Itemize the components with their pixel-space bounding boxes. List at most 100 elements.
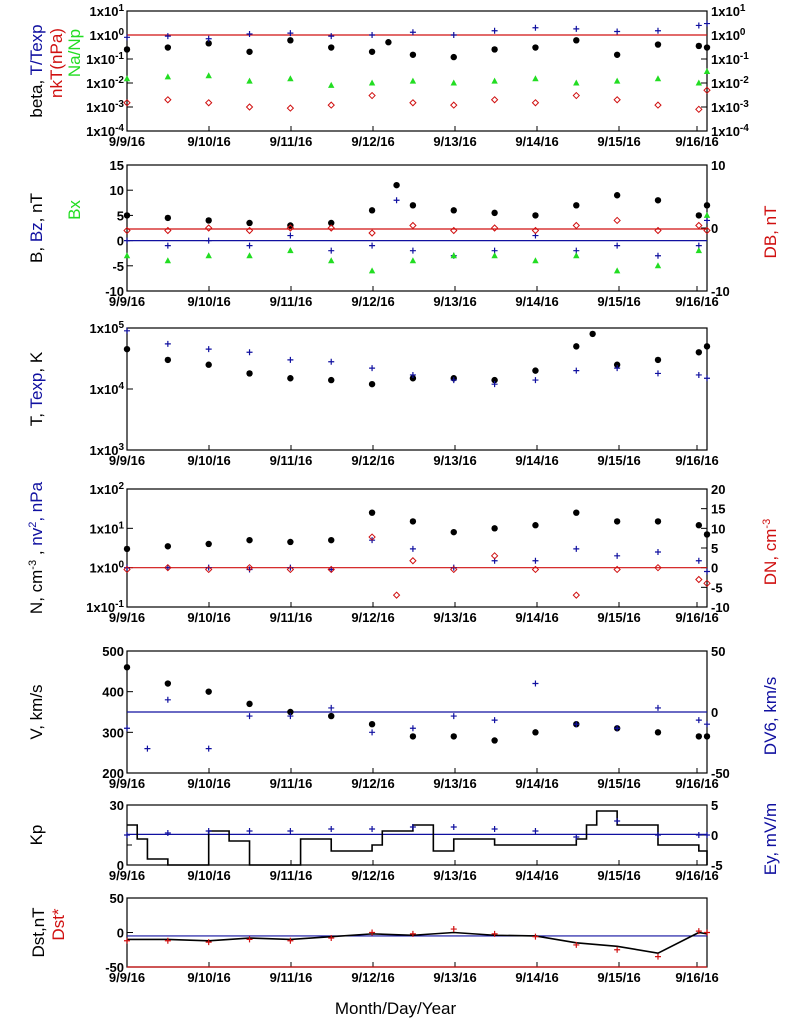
data-point bbox=[328, 219, 335, 227]
panel-7: -50 0 50 9/9/16 9/10/16 9/11/16 9/12/16 9/13/16… bbox=[29, 891, 719, 985]
data-point bbox=[614, 552, 621, 559]
y2-tick-label: -10 bbox=[711, 600, 730, 615]
y2-tick-label: 15 bbox=[711, 502, 725, 517]
y-tick-label: 1x10-2 bbox=[86, 75, 124, 91]
series-4 bbox=[123, 86, 711, 114]
data-point bbox=[369, 729, 376, 736]
data-point bbox=[368, 48, 376, 55]
data-point bbox=[205, 564, 212, 571]
data-point bbox=[205, 252, 212, 259]
data-point bbox=[703, 211, 711, 218]
data-point bbox=[246, 828, 253, 834]
data-point bbox=[654, 953, 661, 960]
x-tick-label: 9/15/16 bbox=[597, 868, 640, 883]
data-point bbox=[124, 237, 130, 244]
data-point bbox=[287, 375, 294, 382]
x-tick-label: 9/9/16 bbox=[109, 970, 145, 985]
data-point bbox=[164, 33, 171, 40]
y2-tick-label: -50 bbox=[711, 766, 730, 781]
data-point bbox=[368, 229, 376, 237]
data-point bbox=[695, 42, 703, 50]
data-point bbox=[368, 91, 376, 100]
x-tick-label: 9/9/16 bbox=[109, 868, 145, 883]
data-point bbox=[328, 257, 335, 264]
data-point bbox=[123, 545, 131, 553]
data-point bbox=[614, 242, 621, 249]
data-point bbox=[703, 68, 711, 75]
data-point bbox=[368, 79, 376, 86]
data-point bbox=[246, 219, 253, 227]
data-point bbox=[328, 33, 335, 40]
data-point bbox=[613, 216, 621, 225]
data-point bbox=[123, 46, 131, 53]
data-point bbox=[491, 376, 498, 384]
y2-tick-label: -10 bbox=[711, 284, 730, 299]
data-point bbox=[369, 365, 376, 372]
series-1 bbox=[123, 664, 711, 744]
x-tick-label: 9/10/16 bbox=[187, 776, 230, 791]
y2-tick-label: 10 bbox=[711, 158, 725, 173]
x-tick-label: 9/15/16 bbox=[597, 294, 640, 309]
series-1 bbox=[123, 37, 711, 61]
data-point bbox=[164, 696, 171, 703]
data-point bbox=[124, 34, 130, 41]
series-1 bbox=[127, 810, 708, 866]
data-point bbox=[450, 713, 457, 720]
data-point bbox=[703, 202, 711, 209]
y-tick-label: 5 bbox=[117, 208, 124, 223]
y-axis-title-3: Bx bbox=[65, 200, 84, 220]
y-axis-title: N, cm-3 , nv2, nPa bbox=[27, 481, 46, 614]
x-axis-title: Month/Day/Year bbox=[334, 999, 457, 1018]
data-point bbox=[573, 79, 580, 86]
data-point bbox=[573, 545, 580, 552]
data-point bbox=[614, 28, 621, 35]
x-tick-label: 9/10/16 bbox=[187, 610, 230, 625]
x-tick-label: 9/13/16 bbox=[433, 776, 476, 791]
data-point bbox=[532, 44, 539, 51]
data-point bbox=[287, 564, 294, 571]
data-point bbox=[654, 101, 662, 109]
y2-tick-label: 0 bbox=[711, 221, 718, 236]
series-line bbox=[127, 931, 708, 955]
data-point bbox=[695, 575, 703, 584]
data-point bbox=[491, 27, 498, 34]
plot-frame bbox=[126, 488, 708, 608]
data-point bbox=[205, 217, 212, 224]
data-point bbox=[246, 566, 253, 573]
data-point bbox=[695, 522, 703, 529]
x-tick-label: 9/13/16 bbox=[433, 610, 476, 625]
series-2 bbox=[124, 926, 710, 960]
data-point bbox=[703, 86, 711, 94]
data-point bbox=[532, 75, 539, 82]
data-point bbox=[246, 77, 253, 84]
data-point bbox=[450, 226, 458, 235]
series-2 bbox=[124, 20, 710, 42]
y2-tick-label: 1x10-2 bbox=[711, 75, 749, 91]
data-point bbox=[164, 563, 172, 572]
y2-tick-label: 1x101 bbox=[711, 3, 746, 19]
data-point bbox=[490, 224, 499, 232]
data-point bbox=[614, 946, 621, 953]
data-point bbox=[491, 717, 498, 724]
data-point bbox=[704, 721, 710, 728]
data-point bbox=[532, 729, 539, 736]
data-point bbox=[246, 713, 253, 720]
data-point bbox=[287, 356, 294, 363]
y-tick-label: 1x100 bbox=[90, 27, 125, 43]
panel-1: 1x10-4 1x10-3 1x10-2 1x10-1 1x100 1x101 1x10-4… bbox=[27, 3, 749, 149]
data-point bbox=[287, 30, 294, 37]
data-point bbox=[246, 48, 253, 55]
data-point bbox=[409, 371, 416, 378]
data-point bbox=[573, 834, 580, 840]
y-tick-label: 1x10-1 bbox=[86, 51, 124, 67]
y2-tick-label: 20 bbox=[711, 482, 725, 497]
data-point bbox=[532, 933, 539, 940]
x-tick-label: 9/16/16 bbox=[675, 970, 718, 985]
x-tick-label: 9/14/16 bbox=[515, 970, 558, 985]
data-point bbox=[654, 370, 661, 377]
data-point bbox=[164, 73, 172, 80]
data-point bbox=[695, 349, 703, 356]
data-point bbox=[695, 221, 703, 230]
x-tick-label: 9/15/16 bbox=[597, 970, 640, 985]
x-tick-label: 9/11/16 bbox=[270, 776, 313, 791]
